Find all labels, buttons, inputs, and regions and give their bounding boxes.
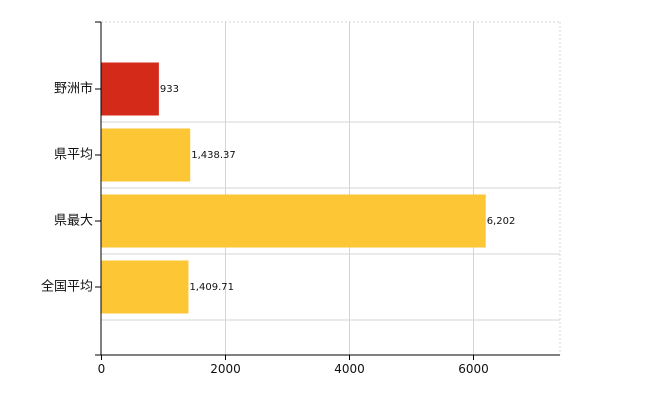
x-tick-label: 2000 (210, 362, 241, 376)
data-label: 1,438.37 (191, 150, 236, 161)
bar (101, 128, 191, 182)
category-label: 県平均 (54, 148, 93, 163)
x-tick-label: 0 (98, 362, 106, 376)
x-tick-label: 4000 (334, 362, 365, 376)
bar (101, 260, 189, 314)
bar (101, 194, 486, 248)
data-label: 6,202 (487, 216, 516, 227)
category-label: 県最大 (54, 214, 93, 229)
axes (95, 21, 560, 360)
data-label: 933 (160, 84, 179, 95)
bars (101, 62, 486, 314)
category-label: 全国平均 (41, 279, 93, 295)
labels: 野洲市 933 県平均 1,438.37 県最大 6,202 全国平均 1,409.71 0 20… (41, 81, 515, 377)
category-label: 野洲市 (54, 81, 93, 97)
bar (101, 62, 159, 116)
grid-lines (101, 21, 561, 355)
x-tick-label: 6000 (458, 362, 489, 376)
data-label: 1,409.71 (189, 282, 234, 293)
